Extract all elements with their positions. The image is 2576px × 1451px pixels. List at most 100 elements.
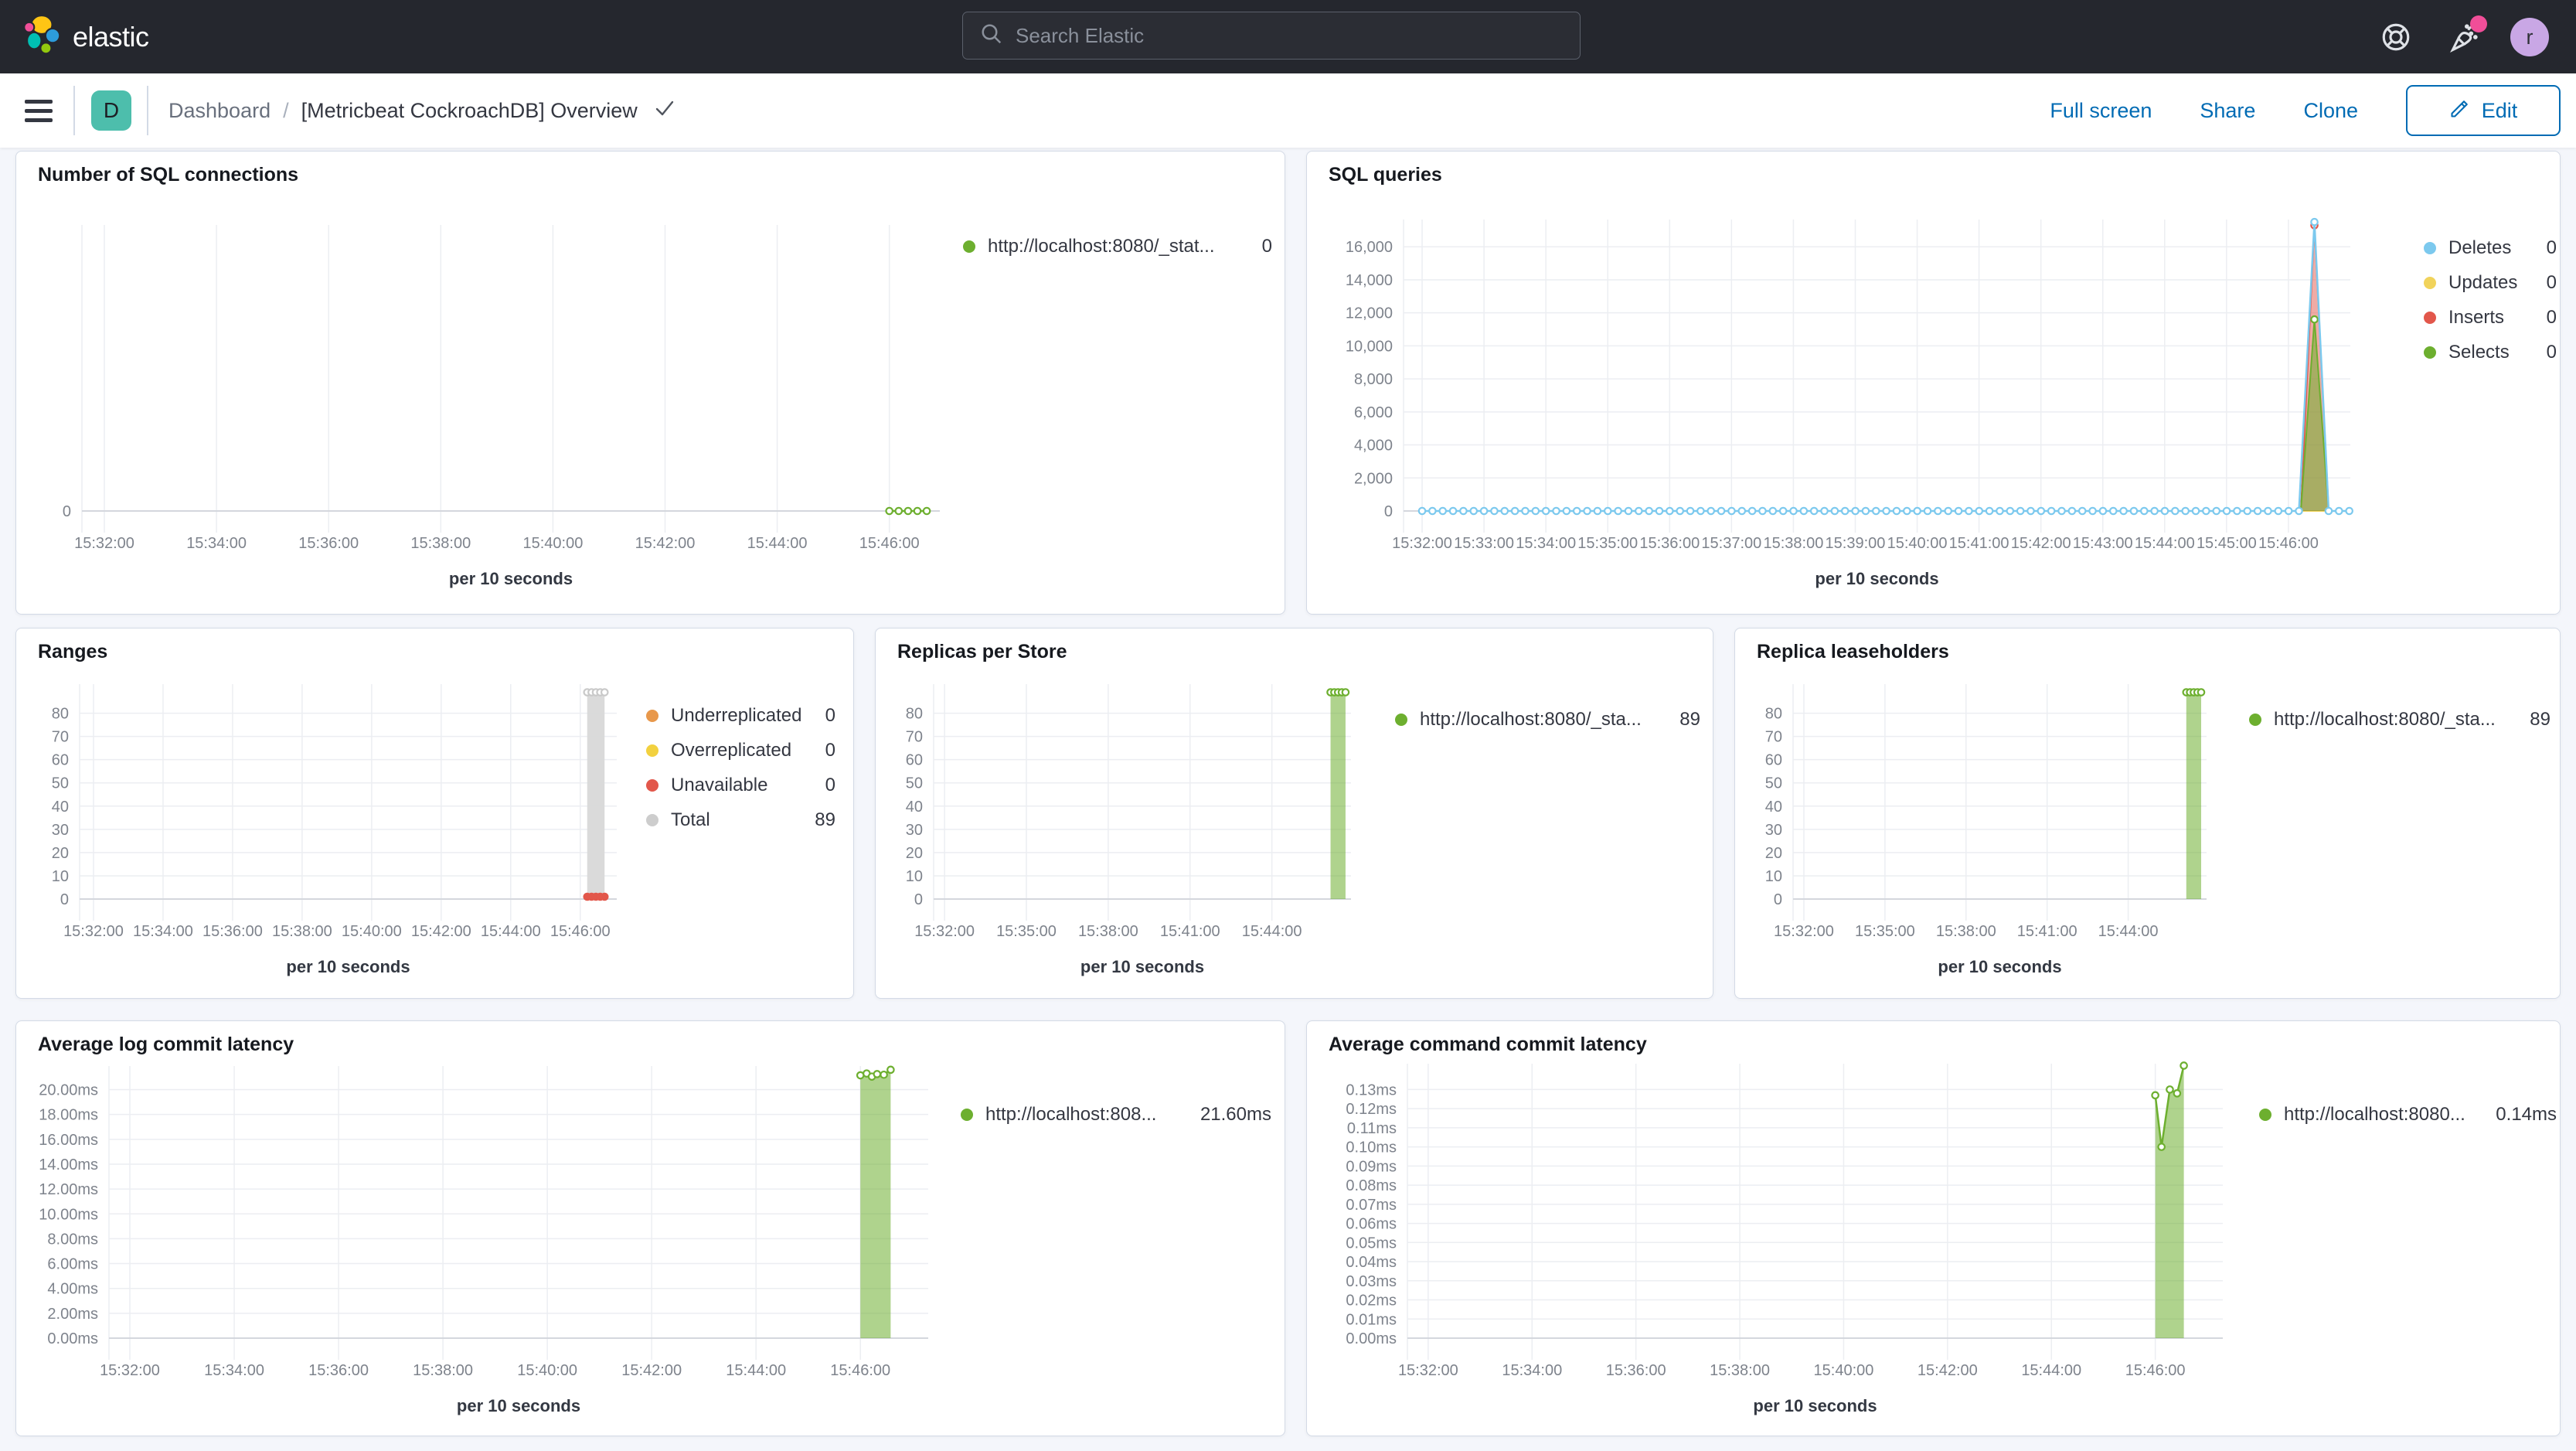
help-icon[interactable] — [2373, 0, 2419, 73]
svg-text:15:45:00: 15:45:00 — [2197, 535, 2257, 552]
legend-color-dot — [646, 709, 658, 722]
legend-item[interactable]: Unavailable 0 — [646, 768, 835, 802]
chart-canvas[interactable]: 0 10 20 30 40 50 60 70 80 15:32:00 15:35:00 15:38:0… — [876, 628, 1714, 1000]
legend-value: 89 — [1679, 708, 1700, 730]
toolbar-divider — [147, 86, 148, 135]
legend-item[interactable]: http://localhost:808... 21.60ms — [961, 1097, 1271, 1132]
chart-legend: http://localhost:808... 21.60ms — [961, 1097, 1271, 1132]
svg-text:15:40:00: 15:40:00 — [1887, 535, 1948, 552]
legend-item[interactable]: Selects 0 — [2424, 335, 2557, 370]
svg-text:80: 80 — [1765, 706, 1782, 723]
newsfeed-icon[interactable] — [2442, 0, 2489, 73]
legend-value: 0 — [2546, 271, 2557, 293]
legend-label: Unavailable — [671, 774, 768, 795]
chart-legend: http://localhost:8080/_sta... 89 — [2249, 702, 2550, 737]
full-screen-button[interactable]: Full screen — [2050, 98, 2152, 122]
title-chevron-icon[interactable] — [655, 100, 675, 122]
legend-item[interactable]: http://localhost:8080... 0.14ms — [2259, 1097, 2557, 1132]
legend-item[interactable]: http://localhost:8080/_sta... 89 — [1395, 702, 1700, 737]
svg-text:70: 70 — [52, 729, 69, 746]
legend-value: 0.14ms — [2496, 1103, 2557, 1125]
svg-text:30: 30 — [52, 822, 69, 839]
search-icon — [980, 22, 1003, 49]
panel-title: Average log commit latency — [38, 1034, 294, 1055]
legend-color-dot — [2424, 276, 2436, 289]
svg-text:15:36:00: 15:36:00 — [1606, 1362, 1666, 1379]
svg-text:15:44:00: 15:44:00 — [481, 923, 541, 940]
brand-wordmark: elastic — [73, 20, 149, 53]
legend-item[interactable]: Updates 0 — [2424, 265, 2557, 300]
svg-text:14.00ms: 14.00ms — [39, 1156, 98, 1173]
legend-item[interactable]: Total 89 — [646, 802, 835, 837]
svg-text:0: 0 — [1384, 503, 1393, 520]
legend-color-dot — [2424, 241, 2436, 254]
svg-text:15:43:00: 15:43:00 — [2073, 535, 2133, 552]
legend-color-dot — [646, 813, 658, 826]
dashboard-toolbar: D Dashboard / [Metricbeat CockroachDB] O… — [0, 73, 2576, 148]
svg-text:50: 50 — [906, 775, 923, 792]
panel-sql-queries: SQL queries 0 2,000 4,000 6,000 8,000 10,000 1… — [1306, 151, 2561, 615]
svg-text:15:46:00: 15:46:00 — [550, 923, 611, 940]
svg-text:15:40:00: 15:40:00 — [1814, 1362, 1874, 1379]
legend-label: Overreplicated — [671, 739, 792, 761]
chart-canvas[interactable]: 0 2,000 4,000 6,000 8,000 10,000 12,000 14,000 1… — [1307, 152, 2561, 615]
legend-label: Updates — [2448, 271, 2518, 293]
svg-text:0.11ms: 0.11ms — [1347, 1120, 1397, 1137]
svg-text:6.00ms: 6.00ms — [47, 1256, 98, 1273]
chart-legend: Underreplicated 0 Overreplicated 0 Unavailab… — [646, 698, 835, 837]
svg-text:per 10 seconds: per 10 seconds — [457, 1396, 580, 1415]
legend-value: 0 — [825, 739, 835, 761]
svg-text:15:38:00: 15:38:00 — [1763, 535, 1823, 552]
search-placeholder: Search Elastic — [1016, 23, 1145, 47]
svg-text:15:38:00: 15:38:00 — [1936, 923, 1996, 940]
svg-text:per 10 seconds: per 10 seconds — [1753, 1396, 1877, 1415]
legend-item[interactable]: Overreplicated 0 — [646, 733, 835, 768]
legend-label: Inserts — [2448, 306, 2505, 328]
global-search-input[interactable]: Search Elastic — [962, 12, 1581, 60]
legend-item[interactable]: http://localhost:8080/_sta... 89 — [2249, 702, 2550, 737]
edit-button-label: Edit — [2481, 98, 2518, 122]
breadcrumb-dashboard-link[interactable]: Dashboard — [168, 98, 271, 122]
chart-canvas[interactable]: 0.00ms 2.00ms 4.00ms 6.00ms 8.00ms 10.00ms 12.… — [16, 1021, 1286, 1437]
edit-button[interactable]: Edit — [2406, 85, 2561, 136]
svg-text:2,000: 2,000 — [1354, 470, 1393, 487]
svg-text:15:32:00: 15:32:00 — [74, 535, 134, 552]
menu-icon[interactable] — [25, 94, 53, 128]
share-button[interactable]: Share — [2200, 98, 2256, 122]
panel-number-of-sql-connections: Number of SQL connections 0 15:32:00 15:34… — [15, 151, 1285, 615]
legend-item[interactable]: http://localhost:8080/_stat... 0 — [963, 229, 1272, 264]
legend-item[interactable]: Inserts 0 — [2424, 300, 2557, 335]
chart-canvas[interactable]: 0 10 20 30 40 50 60 70 80 15:32:00 15:34:00 15:36:0… — [16, 628, 855, 1000]
panel-title: Average command commit latency — [1329, 1034, 1647, 1055]
app-header: elastic Search Elastic r — [0, 0, 2576, 73]
chart-legend: Deletes 0 Updates 0 Inserts 0 Selects 0 — [2424, 230, 2557, 370]
legend-item[interactable]: Deletes 0 — [2424, 230, 2557, 265]
panel-title: Ranges — [38, 641, 108, 662]
user-avatar[interactable]: r — [2510, 18, 2549, 56]
svg-text:60: 60 — [52, 752, 69, 769]
svg-text:15:36:00: 15:36:00 — [298, 535, 359, 552]
legend-label: http://localhost:808... — [985, 1103, 1157, 1125]
elastic-brand[interactable]: elastic — [23, 0, 149, 73]
chart-canvas[interactable]: 0 10 20 30 40 50 60 70 80 15:32:00 15:35:00 15:38:0… — [1735, 628, 2561, 1000]
chart-canvas[interactable]: 0.00ms 0.01ms 0.02ms 0.03ms 0.04ms 0.05ms 0.06… — [1307, 1021, 2561, 1437]
legend-value: 0 — [2546, 341, 2557, 363]
svg-text:60: 60 — [1765, 752, 1782, 769]
legend-label: Deletes — [2448, 237, 2512, 258]
legend-color-dot — [1395, 713, 1407, 726]
svg-text:0.04ms: 0.04ms — [1346, 1254, 1397, 1271]
svg-text:15:46:00: 15:46:00 — [859, 535, 920, 552]
legend-label: http://localhost:8080/_stat... — [988, 235, 1215, 257]
chart-canvas[interactable]: 0 15:32:00 15:34:00 15:36:00 15:38:00 15:40:0… — [16, 152, 1286, 615]
legend-item[interactable]: Underreplicated 0 — [646, 698, 835, 733]
svg-text:20: 20 — [906, 845, 923, 862]
clone-button[interactable]: Clone — [2303, 98, 2358, 122]
legend-color-dot — [2424, 346, 2436, 359]
legend-color-dot — [2249, 713, 2261, 726]
svg-text:15:32:00: 15:32:00 — [914, 923, 975, 940]
svg-text:70: 70 — [906, 729, 923, 746]
svg-text:15:36:00: 15:36:00 — [1639, 535, 1700, 552]
space-badge[interactable]: D — [91, 90, 131, 131]
svg-text:10: 10 — [52, 868, 69, 885]
svg-text:10.00ms: 10.00ms — [39, 1206, 98, 1223]
